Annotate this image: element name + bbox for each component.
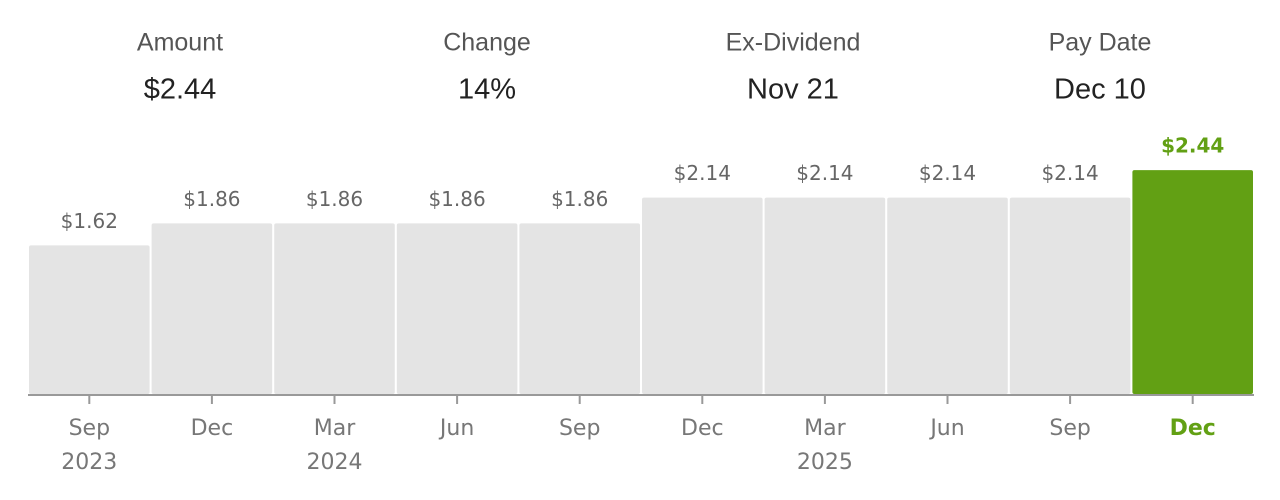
x-tick-label: Jun (438, 416, 474, 441)
value-label: $2.14 (919, 161, 976, 185)
stat-label: Change (443, 29, 531, 57)
bar (29, 245, 150, 394)
x-year-label: 2025 (797, 450, 853, 475)
value-label: $2.14 (1041, 161, 1098, 185)
bar (396, 223, 518, 394)
bar (274, 223, 395, 394)
stat-value: Dec 10 (1054, 74, 1146, 106)
x-tick-label: Dec (191, 416, 234, 441)
bar (519, 223, 640, 394)
stat-label: Pay Date (1049, 29, 1152, 57)
value-label: $1.86 (428, 187, 485, 211)
x-tick-label: Sep (559, 416, 600, 441)
stat-label: Amount (137, 29, 223, 57)
x-year-label: 2024 (307, 450, 363, 475)
stat-value: Nov 21 (747, 74, 839, 106)
bar (1009, 197, 1131, 394)
value-label: $2.14 (674, 161, 731, 185)
value-label: $2.14 (796, 161, 853, 185)
value-label: $1.86 (306, 187, 363, 211)
x-tick-label: Dec (681, 416, 724, 441)
x-tick-label: Mar (314, 416, 356, 441)
stat-value: $2.44 (144, 74, 217, 106)
x-year-label: 2023 (61, 450, 117, 475)
x-tick-label: Sep (69, 416, 110, 441)
bar (1132, 170, 1253, 394)
stat-value: 14% (458, 74, 516, 106)
bar (151, 223, 273, 394)
value-label: $1.62 (61, 209, 118, 233)
value-label: $1.86 (551, 187, 608, 211)
value-label: $2.44 (1161, 134, 1224, 158)
bar (887, 197, 1008, 394)
x-tick-label: Mar (804, 416, 846, 441)
stat-label: Ex-Dividend (726, 29, 861, 57)
x-tick-label: Jun (928, 416, 964, 441)
value-label: $1.86 (183, 187, 240, 211)
bar (642, 197, 763, 394)
x-tick-label: Dec (1170, 416, 1216, 441)
x-tick-label: Sep (1049, 416, 1090, 441)
bar (764, 197, 886, 394)
